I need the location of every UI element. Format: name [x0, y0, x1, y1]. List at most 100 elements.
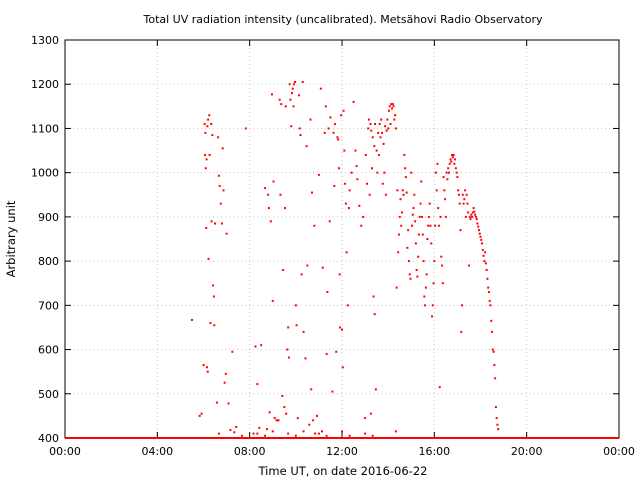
data-point	[462, 202, 465, 205]
data-point	[464, 215, 467, 218]
data-point	[205, 158, 208, 161]
data-point	[256, 432, 259, 435]
data-point	[248, 437, 251, 439]
data-point	[394, 127, 397, 130]
data-point	[364, 153, 367, 156]
data-point	[280, 103, 283, 106]
data-point	[279, 193, 282, 196]
data-point	[415, 268, 418, 271]
data-point	[300, 273, 303, 276]
data-point	[441, 264, 444, 267]
data-point	[265, 428, 268, 431]
data-point	[417, 233, 420, 236]
data-point	[476, 222, 479, 225]
data-point	[412, 207, 415, 210]
data-point	[214, 222, 217, 225]
data-point	[279, 437, 282, 439]
data-point	[443, 189, 446, 192]
data-point	[260, 344, 263, 347]
data-point	[386, 118, 389, 121]
data-point	[429, 224, 432, 227]
data-point	[223, 381, 226, 384]
data-point	[477, 229, 480, 232]
data-point	[310, 437, 313, 439]
data-point	[221, 147, 224, 150]
data-point	[321, 266, 324, 269]
data-point	[344, 202, 347, 205]
data-point	[297, 94, 300, 97]
data-point	[372, 295, 375, 298]
data-point	[304, 357, 307, 360]
data-point	[275, 419, 278, 422]
data-point	[341, 366, 344, 369]
data-point	[464, 189, 467, 192]
data-point	[421, 215, 424, 218]
x-axis-label: Time UT, on date 2016-06-22	[258, 464, 428, 478]
data-point	[219, 202, 222, 205]
x-axis: 00:00 04:00 08:00 12:00 16:00 20:00 00:00	[49, 40, 635, 458]
data-point	[325, 352, 328, 355]
data-point	[233, 431, 236, 434]
data-point	[215, 401, 218, 404]
data-point	[496, 423, 499, 426]
data-point	[205, 226, 208, 229]
data-point	[210, 220, 213, 223]
data-point	[400, 224, 403, 227]
data-point	[445, 171, 448, 174]
data-point	[244, 127, 247, 130]
data-point	[302, 430, 305, 433]
data-point	[414, 242, 417, 245]
data-point	[480, 238, 483, 241]
data-point	[426, 238, 429, 240]
data-point	[433, 260, 436, 263]
data-point	[455, 171, 458, 174]
data-point	[447, 171, 450, 174]
data-point	[369, 123, 372, 126]
data-point	[370, 129, 373, 132]
data-point	[457, 193, 460, 196]
data-point	[358, 204, 361, 207]
data-point	[418, 215, 421, 218]
data-point	[222, 189, 225, 192]
data-point	[368, 193, 371, 196]
data-point	[419, 202, 422, 205]
data-point	[292, 105, 295, 108]
data-point	[371, 434, 374, 437]
y-tick-label: 1100	[31, 122, 59, 135]
data-point	[269, 220, 272, 223]
data-point	[337, 167, 340, 170]
data-point	[329, 116, 332, 119]
data-point	[444, 215, 447, 218]
data-point	[475, 218, 478, 221]
data-point	[338, 273, 341, 276]
data-point	[352, 100, 355, 103]
data-point	[229, 429, 232, 432]
data-point	[382, 142, 385, 145]
data-point	[481, 242, 484, 245]
data-point	[495, 417, 498, 420]
data-point	[371, 136, 374, 139]
data-point	[486, 277, 489, 280]
data-point	[367, 118, 370, 121]
data-point	[423, 295, 426, 298]
data-point	[208, 153, 211, 156]
data-point	[341, 430, 343, 433]
data-point	[198, 414, 201, 417]
data-point	[463, 198, 466, 201]
data-point	[474, 213, 477, 216]
data-point	[206, 125, 209, 128]
data-point	[459, 229, 462, 232]
data-point	[217, 174, 220, 177]
y-tick-label: 400	[38, 432, 59, 445]
data-point	[394, 430, 397, 433]
data-point	[301, 81, 304, 84]
data-point	[209, 322, 212, 325]
data-point	[319, 87, 322, 90]
data-point	[399, 198, 402, 201]
data-point	[375, 149, 378, 152]
data-point	[212, 295, 215, 298]
data-point	[328, 220, 331, 223]
data-point	[364, 417, 367, 420]
data-point	[317, 173, 320, 176]
data-point	[482, 254, 485, 257]
